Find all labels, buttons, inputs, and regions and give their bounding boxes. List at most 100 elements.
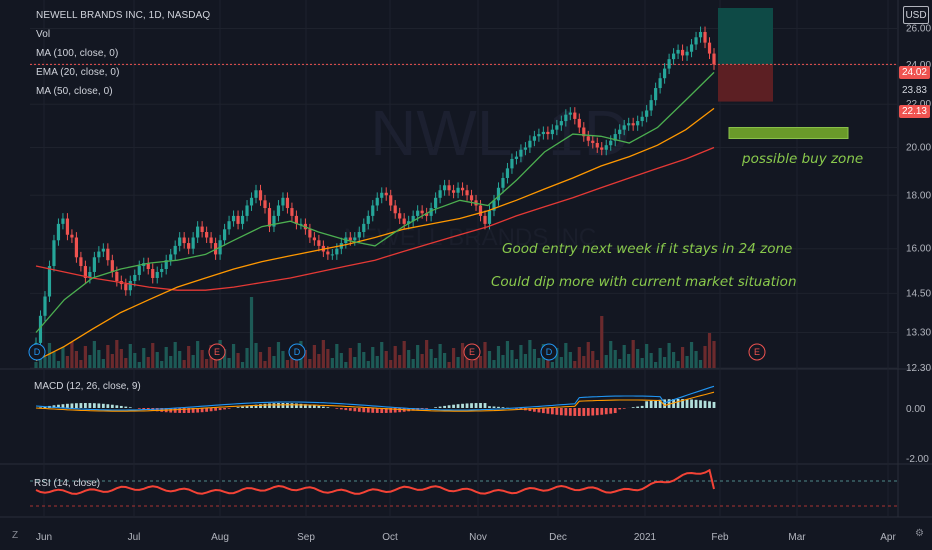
candle: [519, 149, 523, 157]
macd-bar: [191, 408, 195, 413]
macd-bar: [236, 407, 240, 408]
candle: [478, 205, 483, 216]
macd-bar: [559, 408, 563, 416]
candle: [434, 197, 438, 209]
volume-bar: [600, 316, 604, 368]
volume-bar: [591, 351, 595, 368]
macd-bar: [380, 408, 384, 413]
macd-bar: [613, 408, 617, 414]
volume-bar: [447, 362, 451, 368]
event-marker-label: D: [34, 347, 41, 357]
volume-bar: [703, 346, 707, 368]
ema20-line: [35, 71, 715, 333]
candle: [276, 205, 281, 216]
macd-bar: [223, 408, 226, 410]
volume-bar: [622, 345, 626, 368]
volume-bar: [348, 348, 352, 368]
timezone-button[interactable]: Z: [12, 530, 19, 541]
macd-bar: [532, 408, 536, 412]
candle: [92, 257, 96, 272]
volume-bar: [658, 348, 662, 368]
volume-bar: [151, 343, 155, 368]
volume-bar: [276, 342, 281, 368]
macd-bar: [447, 405, 451, 408]
candle: [586, 136, 590, 141]
volume-bar: [173, 342, 177, 368]
macd-bar: [101, 403, 105, 408]
volume-bar: [155, 352, 159, 368]
macd-bar: [384, 408, 388, 413]
candle: [496, 187, 501, 201]
candle: [667, 59, 671, 69]
volume-bar: [707, 333, 712, 368]
event-marker-label: E: [469, 347, 475, 357]
macd-bar: [268, 403, 271, 408]
volume-bar: [555, 348, 559, 368]
macd-bar: [604, 408, 608, 415]
macd-bar: [43, 406, 47, 408]
macd-bar: [398, 408, 402, 413]
volume-bar: [402, 341, 406, 368]
candle: [178, 237, 182, 246]
candle: [47, 266, 52, 297]
macd-bar: [281, 403, 285, 408]
macd-bar: [488, 406, 491, 408]
event-marker-circle: [540, 343, 558, 361]
price-tag-current: 24.02: [898, 66, 930, 79]
volume-bar: [564, 343, 568, 368]
volume-bar: [106, 345, 110, 368]
volume-bar: [420, 354, 424, 368]
volume-bar: [604, 355, 608, 368]
event-marker-circle: [288, 343, 306, 361]
volume-bar: [133, 353, 137, 368]
macd-bar: [245, 405, 249, 408]
macd-bar: [425, 408, 429, 409]
macd-bar: [362, 408, 366, 413]
candle: [285, 197, 290, 209]
macd-bar: [92, 403, 96, 408]
volume-bar: [573, 361, 577, 368]
volume-bar: [330, 358, 334, 368]
volume-bar: [636, 349, 640, 368]
y-tick-label: 18.00: [906, 190, 931, 201]
macd-bar: [690, 399, 693, 408]
legend-ma50: MA (50, close, 0): [36, 86, 113, 97]
volume-bar: [240, 362, 245, 368]
candle: [231, 215, 236, 222]
volume-bar: [649, 353, 653, 368]
event-marker-label: D: [294, 347, 301, 357]
candle: [649, 100, 653, 111]
macd-bar: [640, 405, 644, 408]
candle: [447, 185, 451, 191]
candle: [685, 51, 689, 56]
event-marker-circle: [28, 343, 46, 361]
currency-button[interactable]: USD: [903, 6, 929, 24]
candle: [573, 112, 577, 119]
volume-bar: [83, 346, 87, 368]
macd-bar: [465, 403, 469, 408]
volume-bar: [465, 352, 469, 368]
volume-bar: [501, 355, 505, 368]
volume-bar: [532, 349, 536, 368]
macd-bar: [295, 403, 298, 408]
macd-bar: [254, 404, 258, 408]
event-marker: E: [463, 343, 481, 361]
volume-bar: [371, 347, 375, 368]
volume-bar: [438, 344, 442, 368]
macd-bar: [586, 408, 590, 416]
candle: [52, 240, 56, 267]
volume-bar: [577, 347, 581, 368]
gear-icon[interactable]: ⚙: [915, 528, 924, 539]
candle: [698, 31, 703, 38]
symbol-title: NEWELL BRANDS INC, 1D, NASDAQ: [36, 10, 211, 21]
candle: [155, 271, 159, 278]
macd-bar: [241, 406, 244, 408]
y-tick-label: 20.00: [906, 142, 931, 153]
candle: [528, 140, 532, 148]
candle: [272, 215, 276, 227]
macd-signal-line: [35, 391, 715, 412]
candle: [658, 78, 662, 89]
macd-bar: [250, 405, 253, 408]
macd-bar: [577, 408, 581, 416]
